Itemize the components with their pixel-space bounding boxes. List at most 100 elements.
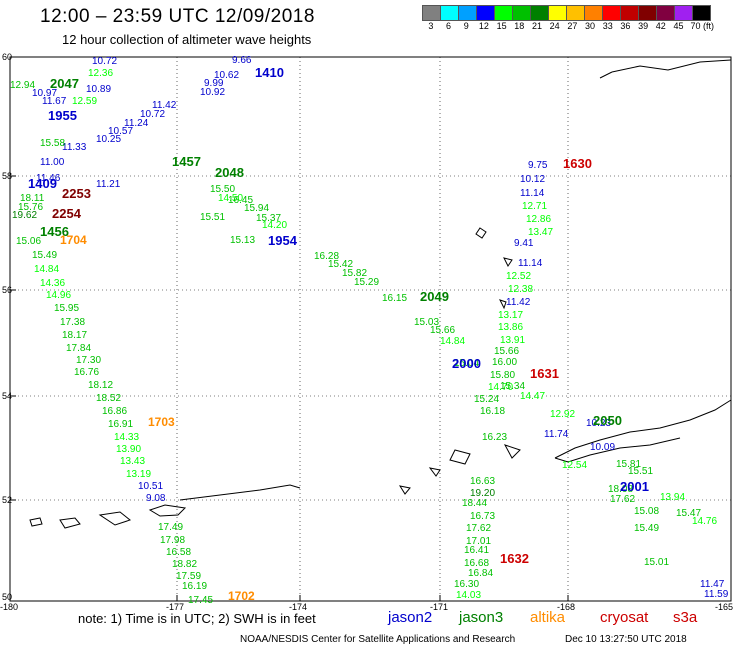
colorbar-swatch [674,5,693,21]
satellite-legend-cryosat: cryosat [600,609,649,626]
lat-label: 54 [2,391,13,401]
wave-height-label: 10.72 [92,56,117,67]
wave-height-label: 11.59 [704,589,729,600]
axis-ticks [10,56,569,602]
colorbar-swatch [512,5,531,21]
wave-height-label: 11.42 [152,100,177,111]
pass-time-labels: 1410 2047 1955 1457 2048 1409 2253 2254 14561704… [28,65,649,603]
wave-height-label: 16.73 [470,511,495,522]
wave-height-label: 15.08 [634,506,659,517]
wave-height-label: 11.46 [36,173,61,184]
wave-height-label: 16.63 [470,476,495,487]
wave-height-label: 17.84 [66,343,91,354]
wave-height-label: 14.47 [520,391,545,402]
wave-height-label: 13.43 [120,456,145,467]
wave-height-label: 12.86 [526,214,551,225]
wave-height-label: 18.08 [608,484,633,495]
pass-time-label: 2253 [62,186,91,201]
credit-date: Dec 10 13:27:50 UTC 2018 [565,634,687,645]
colorbar-swatch [476,5,495,21]
wave-height-label: 16.86 [102,406,127,417]
page-title: 12:00 – 23:59 UTC 12/09/2018 [40,6,315,27]
wave-height-label: 10.12 [520,174,545,185]
colorbar-swatch [530,5,549,21]
colorbar-label: 45 [673,21,684,31]
wave-height-label: 10.62 [214,70,239,81]
colorbar-label: 9 [463,21,469,31]
wave-height-label: 11.21 [96,179,121,190]
wave-height-label: 10.25 [96,134,121,145]
wave-height-label: 11.14 [520,188,545,199]
wave-height-label: 15.95 [54,303,79,314]
colorbar-label: 3 [428,21,434,31]
satellite-legend-jason3: jason3 [459,609,504,626]
pass-time-label: 1631 [530,366,559,381]
wave-height-label: 17.45 [188,595,213,606]
wave-height-label: 11.00 [40,157,65,168]
wave-height-label: 15.13 [230,235,255,246]
wave-height-label: 16.28 [314,251,339,262]
colorbar-label: 39 [638,21,649,31]
wave-height-label: 17.62 [466,523,491,534]
wave-height-label: 9.75 [528,160,548,171]
pass-time-label: 2050 [593,413,622,428]
wave-height-label: 11.67 [42,96,67,107]
wave-height-label: 16.30 [454,579,479,590]
lat-label: 60 [2,52,13,62]
pass-time-label: 2048 [215,165,244,180]
colorbar-swatch [440,5,459,21]
wave-height-label: 15.06 [16,236,41,247]
page-subtitle: 12 hour collection of altimeter wave hei… [62,32,312,47]
wave-height-label: 18.52 [96,393,121,404]
pass-time-label: 1456 [40,224,69,239]
colorbar-swatch [422,5,441,21]
wave-height-label: 15.42 [328,259,353,270]
pass-time-label: 1702 [228,589,255,603]
wave-height-label: 13.94 [660,492,685,503]
colorbar-label: 24 [549,21,560,31]
colorbar-labels: 3 6 9 12 15 18 21 24 27 30 33 36 39 42 45 70 (ft) [422,21,717,31]
colorbar-label: 30 [585,21,596,31]
colorbar-label: 33 [602,21,613,31]
pass-time-label: 1954 [268,233,298,248]
wave-height-label: 9.41 [514,238,534,249]
wave-height-label: 15.34 [500,381,525,392]
colorbar-swatch [602,5,621,21]
wave-height-label: 12.94 [10,80,35,91]
lon-label: -165 [715,602,734,612]
credit: NOAA/NESDIS Center for Satellite Applica… [240,634,516,645]
wave-height-label: 15.49 [634,523,659,534]
wave-height-label: 18.82 [172,559,197,570]
wave-height-label: 10.57 [108,126,133,137]
wave-height-label: 15.50 [210,184,235,195]
wave-height-label: 15.82 [342,268,367,279]
pass-time-label: 2000 [452,356,481,371]
lon-label: -180 [0,602,19,612]
wave-height-label: 12.52 [506,271,531,282]
wave-height-label: 14.33 [114,432,139,443]
wave-height-label: 18.12 [88,380,113,391]
wave-height-label: 15.03 [414,317,439,328]
wave-height-label: 14.84 [440,336,465,347]
colorbar-label: 6 [446,21,452,31]
satellite-legend-altika: altika [530,609,566,626]
wave-height-label: 11.33 [62,142,87,153]
colorbar-swatch [584,5,603,21]
map-frame [9,56,732,602]
wave-height-label: 12.92 [550,409,575,420]
wave-height-label: 13.91 [500,335,525,346]
wave-height-label: 15.51 [200,212,225,223]
pass-time-label: 1703 [148,415,175,429]
wave-height-label: 17.49 [158,522,183,533]
wave-height-label: 15.76 [18,202,43,213]
wave-height-label: 15.37 [256,213,281,224]
colorbar-swatch [692,5,711,21]
wave-height-label: 16.19 [182,581,207,592]
wave-height-label: 16.58 [166,547,191,558]
colorbar-swatch [566,5,585,21]
colorbar-swatch [620,5,639,21]
wave-height-label: 11.42 [506,297,531,308]
wave-height-label: 16.68 [464,558,489,569]
satellite-legend-jason2: jason2 [388,609,433,626]
